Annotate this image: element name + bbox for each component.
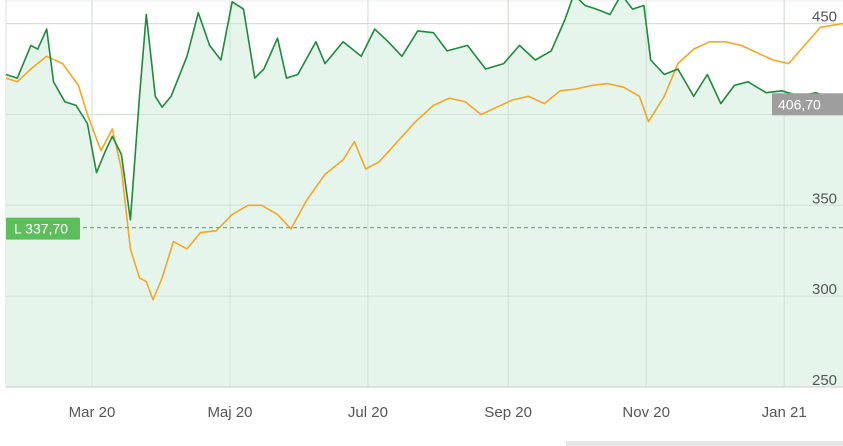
y-tick-label: 450	[812, 9, 837, 26]
series-1-area	[6, 0, 843, 387]
x-tick-label: Nov 20	[622, 404, 670, 421]
low-reference: L 337,70	[6, 217, 843, 240]
bottom-tab	[566, 441, 843, 446]
last-value-label: 406,70	[778, 96, 821, 112]
x-tick-label: Jul 20	[348, 404, 388, 421]
last-value-badge	[772, 93, 843, 116]
bottom-strip	[0, 441, 843, 446]
y-axis-ticks: 250 300 350 450	[812, 9, 837, 389]
x-tick-label: Sep 20	[484, 404, 532, 421]
y-tick-label: 250	[812, 372, 837, 389]
value-badges: 406,70	[772, 93, 843, 116]
x-tick-label: Maj 20	[207, 404, 252, 421]
x-tick-label: Mar 20	[69, 404, 116, 421]
series-2-line	[5, 22, 843, 301]
y-tick-label: 300	[812, 281, 837, 298]
reference-label: L 337,70	[14, 221, 68, 237]
reference-badge	[6, 217, 80, 240]
y-tick-label: 350	[812, 190, 837, 207]
x-axis-ticks: Mar 20 Maj 20 Jul 20 Sep 20 Nov 20 Jan 21	[69, 404, 807, 421]
series-1-line	[5, 0, 843, 221]
grid-overlay	[6, 0, 843, 388]
series-lines	[5, 0, 843, 301]
x-tick-label: Jan 21	[762, 404, 807, 421]
area-fill	[6, 0, 843, 388]
